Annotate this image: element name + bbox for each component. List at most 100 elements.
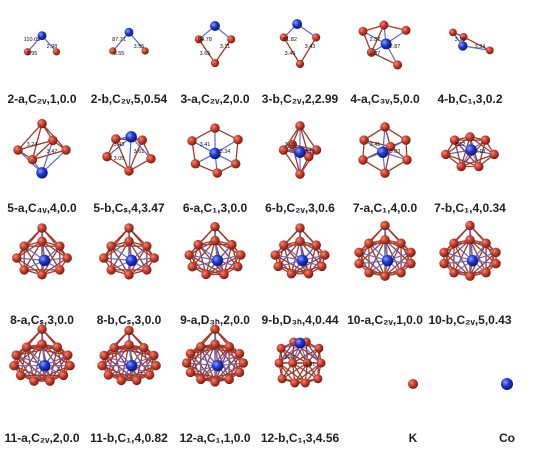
bond-line: [370, 24, 385, 53]
bond-value-label: 3.18: [475, 149, 486, 155]
k-atom: [449, 238, 459, 249]
co-atom: [458, 41, 468, 51]
bond-line: [205, 240, 216, 275]
bond-line: [280, 347, 308, 364]
k-atom: [274, 358, 284, 368]
k-atom: [131, 375, 142, 386]
k-atom: [185, 348, 196, 359]
structure-label: 12-a,C₁,1,0.0: [179, 431, 250, 445]
bond-value-label: 3.24: [27, 142, 38, 148]
k-atom: [396, 238, 406, 249]
bond-line: [198, 38, 216, 64]
k-atom: [196, 341, 206, 352]
cluster-structure: 3.41 3.34 6-a,C₁,3,0.0: [183, 123, 247, 215]
k-atom: [459, 33, 468, 41]
bond-value-label: 2.98: [47, 44, 58, 50]
k-atom: [314, 343, 324, 353]
k-atom: [224, 341, 234, 352]
bond-value-label: 3.12: [455, 142, 466, 148]
k-atom: [62, 253, 72, 263]
k-atom: [97, 360, 107, 371]
k-atom: [45, 376, 55, 386]
k-atom: [238, 358, 249, 368]
bond-value-label: 3.11: [220, 44, 230, 50]
k-atom: [396, 267, 406, 278]
k-atom: [106, 265, 116, 275]
k-atom: [102, 151, 112, 162]
bond-line: [282, 149, 301, 175]
co-atom: [294, 146, 306, 158]
legend-item: Co: [499, 378, 515, 445]
k-atom: [37, 223, 47, 233]
bond-line: [371, 51, 398, 66]
k-atom: [124, 340, 134, 350]
bond-line: [299, 227, 326, 256]
k-atom: [12, 253, 22, 263]
bond-line: [23, 245, 43, 276]
bond-line: [283, 244, 293, 274]
k-atom: [311, 145, 322, 155]
k-atom: [481, 238, 491, 249]
k-atom: [359, 135, 369, 145]
cluster-structure: 10-b,C₂ᵥ,5,0.43: [428, 220, 512, 327]
k-atom: [474, 161, 484, 172]
bond-line: [469, 239, 487, 274]
co-atom: [381, 254, 394, 267]
bond-line: [463, 36, 491, 51]
k-atom: [380, 220, 390, 231]
bond-value-label: 3.43: [114, 142, 125, 148]
k-atom: [230, 159, 241, 169]
k-atom: [270, 250, 280, 260]
bond-value-label: 3.34: [475, 44, 486, 50]
k-atom: [279, 33, 288, 42]
k-atom: [184, 250, 194, 260]
bond-line: [41, 227, 68, 259]
k-atom: [441, 149, 451, 160]
k-atom: [489, 149, 499, 160]
structure-label: 8-a,Cₛ,3,0.0: [10, 313, 74, 327]
k-atom: [439, 258, 449, 269]
k-atom: [465, 132, 475, 142]
bond-line: [190, 345, 230, 355]
k-atom: [52, 48, 61, 56]
bond-value-label: 3.43: [305, 44, 316, 50]
k-atom: [27, 154, 38, 165]
k-atom: [149, 253, 159, 263]
structure-label: 3-a,C₂ᵥ,2,0.0: [180, 92, 249, 106]
k-atom: [63, 350, 73, 360]
bond-value-label: 3.91: [305, 362, 316, 368]
structure-label: 9-b,D₃ₕ,4,0.44: [261, 313, 338, 327]
k-atom: [99, 253, 109, 263]
bond-line: [16, 257, 43, 276]
bond-line: [15, 354, 35, 382]
k-atom: [212, 168, 223, 178]
bond-value-label: 3.55: [134, 44, 145, 50]
k-atom: [48, 135, 58, 146]
legend-label: K: [409, 431, 418, 445]
bond-value-label: 2.87: [390, 44, 401, 50]
k-atom: [37, 339, 47, 349]
cluster-structure: 8-b,Cₛ,3,0.0: [97, 223, 162, 327]
k-atom: [366, 47, 376, 57]
k-atom: [449, 267, 459, 278]
k-atom: [185, 367, 196, 378]
bond-value-label: 3.46: [285, 51, 296, 57]
k-atom: [219, 269, 229, 280]
structure-label: 7-b,C₁,4,0.34: [434, 201, 506, 215]
cluster-structure: 9-b,D₃ₕ,4,0.44: [261, 223, 339, 327]
k-atom: [465, 235, 475, 245]
k-atom: [196, 374, 206, 385]
k-atom: [406, 247, 416, 258]
k-atom: [393, 60, 403, 70]
bond-line: [453, 242, 471, 277]
bond-value-label: 3.41: [200, 142, 211, 148]
cluster-structure: 87.71 3.55 3.55 2-b,C₂ᵥ,5,0.54: [91, 27, 168, 106]
legend-layer: K Co: [408, 378, 515, 445]
k-atom: [316, 358, 326, 368]
structure-label: 6-b,C₂ᵥ,3,0.6: [265, 201, 335, 215]
bond-line: [460, 153, 495, 168]
structure-label: 10-b,C₂ᵥ,5,0.43: [428, 313, 511, 327]
k-atom: [234, 348, 245, 359]
bond-line: [358, 251, 386, 277]
